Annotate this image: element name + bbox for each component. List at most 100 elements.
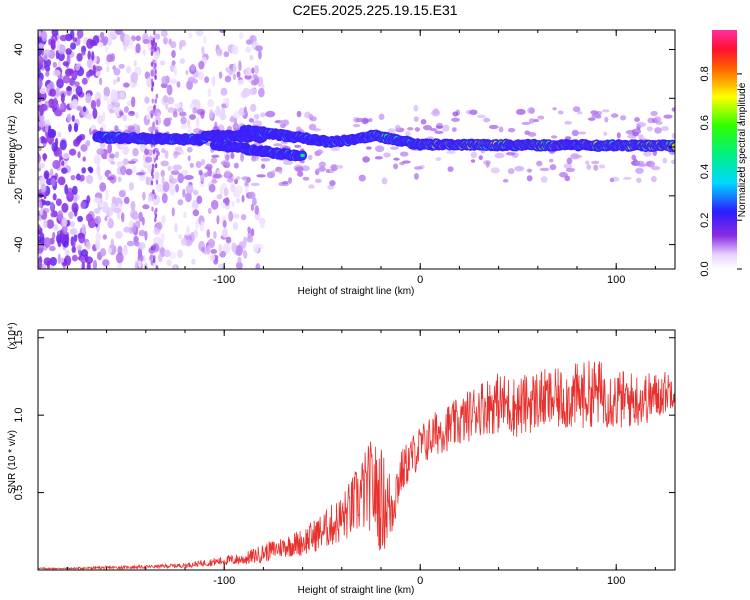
spectrogram-cell [85,241,91,250]
spectrogram-cell [616,132,621,139]
spectrogram-cell [76,52,83,62]
spectrogram-cell [114,125,119,132]
spectrogram-cell [429,127,438,132]
spectrogram-cell [191,99,199,105]
spectrogram-cell [521,121,531,125]
spectrogram-cell [57,253,61,264]
spectrogram-cell [86,71,91,78]
spectrogram-cell [130,200,136,212]
spectrogram-cell [153,209,157,215]
spectrogram-cell [241,194,245,203]
spectrogram-cell [505,151,516,156]
spectrogram-cell [160,160,169,167]
spectrogram-cell [92,108,98,119]
spectrogram-cell [128,182,135,191]
spectrogram-cell [186,80,193,91]
spectrogram-cell [237,79,245,86]
spectrogram-cell [61,217,68,227]
spectrogram-cell [257,50,262,60]
spectrogram-cell [204,76,210,84]
spectrogram-cell [478,155,483,161]
spectrogram-cell [40,184,47,193]
spectrogram-cell [650,110,658,117]
spectrogram-cell [53,109,62,117]
spectrogram-cell [119,109,124,117]
spectrogram-cell [129,111,135,115]
spectrogram-cell [309,116,317,122]
spectrogram-cell [288,177,293,184]
spectrogram-cell [43,170,50,180]
spectrogram-cell [585,160,590,165]
spectrogram-cell [150,86,154,92]
spectrogram-cell [507,168,515,175]
spectrogram-cell [219,112,227,121]
spectrogram-cell [167,165,172,172]
spectrogram-cell [383,152,391,158]
x-tick-label: 0 [417,274,423,286]
spectrogram-cell [631,128,642,135]
spectrogram-cell [476,114,486,119]
spectrogram-cell [61,160,65,166]
spectrogram-cell [167,117,173,121]
spectrogram-cell [97,42,104,48]
spectrogram-cell [635,167,644,174]
colorbar: 0.0 0.2 0.4 0.6 0.8 Normalized spectral ampl… [699,30,748,277]
spectrogram-cell [362,156,370,163]
spectrogram-cell [218,71,223,79]
spectrogram-cell [152,149,156,155]
spectrogram-cell [232,123,240,129]
spectrogram-cell [107,247,112,254]
spectrogram-cell [564,120,573,125]
spectrogram-cell [251,197,257,206]
spectrogram-cell [231,200,235,208]
spectrogram-cells [38,30,675,269]
spectrogram-cell [103,95,108,102]
spectrogram-cell [152,163,155,169]
spectrogram-cell [90,99,97,110]
spectrogram-cell [104,216,108,222]
spectrogram-cell [94,65,103,72]
spectrogram-cell [256,174,266,178]
spectrogram-cell [442,124,450,132]
spectrogram-cell [566,157,573,165]
x-tick-label: 0 [417,575,423,587]
spectrogram-cell [393,163,399,170]
spectrogram-cell [273,143,282,147]
spectrogram-cell [248,191,256,200]
spectrogram-cell [170,41,177,49]
spectrogram-cell [485,160,490,168]
spectrogram-cell [51,30,59,37]
spectrogram-cell [61,153,70,159]
spectrogram-cell [64,184,69,195]
spectrogram-cell [533,118,540,123]
spectrogram-cell [170,170,180,176]
spectrogram-cell [252,120,263,127]
spectrogram-cell [183,211,187,219]
spectrogram-cell [527,131,537,137]
spectrogram-cell [165,103,169,110]
spectrogram-cell [162,181,170,193]
spectrogram-cell [144,96,150,104]
spectrogram-cell [72,98,79,108]
spectrogram-cell [650,175,657,183]
spectrogram-cell [245,184,249,194]
spectrogram-cell [244,180,249,187]
spectrogram-cell [78,233,86,244]
spectrogram-cell [261,163,266,169]
spectrogram-cell [435,157,442,162]
colorbar-tick-label: 0.0 [699,261,711,276]
spectrogram-cell [171,60,176,66]
spectrogram-cell [154,33,161,40]
spectrogram-cell [105,46,109,53]
spectrogram-cell [76,244,83,251]
spectrogram-cell [238,60,242,72]
spectrogram-cell [219,186,223,197]
spectrogram-cell [381,177,388,185]
spectrogram-cell [196,108,206,116]
spectrogram-cell [99,142,106,149]
spectrogram-cell [163,95,169,104]
spectrogram-cell [154,194,157,200]
spectrogram-cell [70,174,76,181]
spectrogram-cell [95,70,102,77]
spectrogram-cell [189,114,196,120]
